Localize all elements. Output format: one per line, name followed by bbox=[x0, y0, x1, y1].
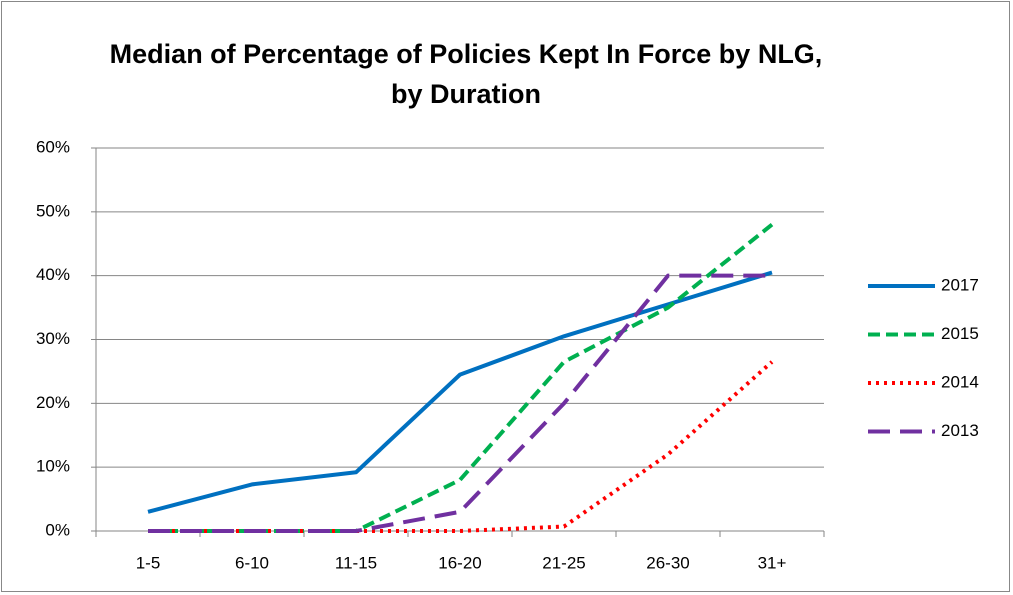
x-tick-label: 31+ bbox=[758, 553, 787, 572]
x-tick-label: 26-30 bbox=[646, 553, 689, 572]
legend-label: 2015 bbox=[941, 324, 979, 343]
series-line bbox=[148, 273, 772, 533]
x-tick-label: 21-25 bbox=[542, 553, 585, 572]
legend-label: 2014 bbox=[941, 372, 979, 391]
x-tick-label: 11-15 bbox=[335, 553, 377, 572]
y-tick-label: 10% bbox=[36, 457, 70, 476]
x-tick-label: 16-20 bbox=[438, 553, 481, 572]
y-tick-label: 20% bbox=[36, 393, 70, 412]
series-line bbox=[148, 223, 774, 533]
legend-label: 2017 bbox=[941, 275, 979, 294]
y-tick-label: 30% bbox=[36, 329, 70, 348]
series-line bbox=[147, 270, 773, 514]
series-line bbox=[148, 360, 774, 533]
chart-title: Median of Percentage of Policies Kept In… bbox=[109, 39, 823, 109]
x-tick-label: 6-10 bbox=[235, 553, 269, 572]
y-tick-label: 50% bbox=[36, 201, 70, 220]
y-tick-label: 40% bbox=[36, 265, 70, 284]
x-tick-label: 1-5 bbox=[136, 553, 161, 572]
legend-label: 2013 bbox=[941, 421, 979, 440]
y-tick-label: 60% bbox=[36, 137, 70, 156]
y-tick-label: 0% bbox=[45, 520, 70, 539]
